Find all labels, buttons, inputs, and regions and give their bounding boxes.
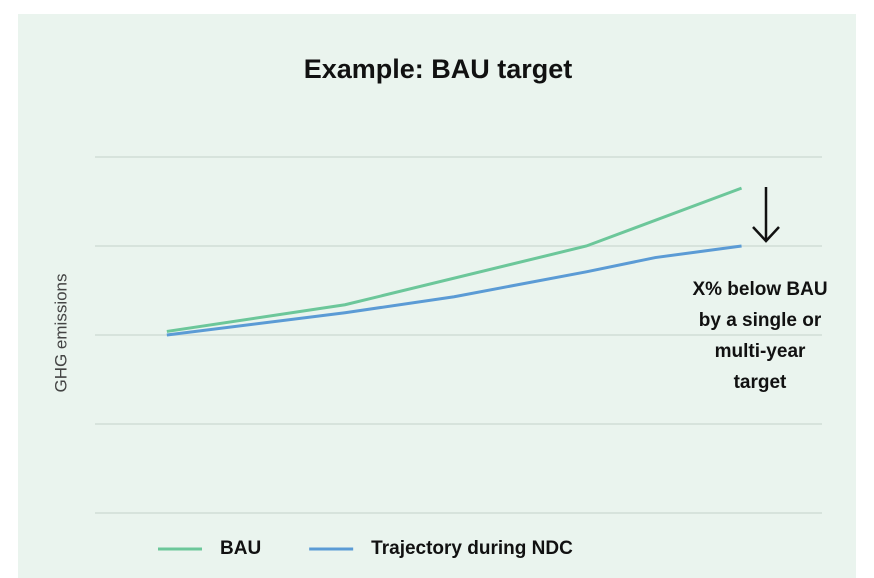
annotation: X% below BAU <box>692 279 827 300</box>
arrow <box>752 187 780 243</box>
line <box>166 186 743 333</box>
legend-label: Trajectory during NDC <box>371 538 573 559</box>
annotation: multi-year <box>715 341 806 362</box>
annotation: by a single or <box>699 310 822 331</box>
chart-title: Example: BAU target <box>304 54 573 84</box>
annotation: target <box>734 372 787 393</box>
line <box>166 244 742 337</box>
y-axis-label: GHG emissions <box>51 273 70 392</box>
legend-label: BAU <box>220 538 261 559</box>
background <box>18 14 856 578</box>
